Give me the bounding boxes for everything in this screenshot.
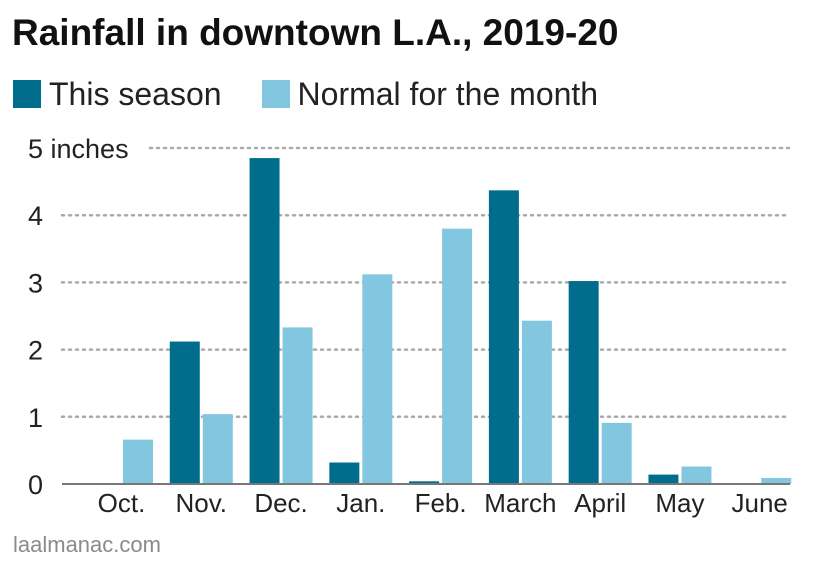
y-tick-label-0: 0 bbox=[28, 470, 43, 500]
chart-legend: This season Normal for the month bbox=[13, 74, 638, 114]
y-tick-label-2: 2 bbox=[28, 336, 43, 366]
bar-this-season-7 bbox=[648, 474, 679, 484]
chart-title: Rainfall in downtown L.A., 2019-20 bbox=[12, 12, 619, 53]
legend-swatch-this-season bbox=[13, 80, 41, 108]
bar-normal-6 bbox=[601, 422, 632, 484]
y-tick-label-1: 1 bbox=[28, 403, 43, 433]
bar-normal-8 bbox=[761, 477, 792, 484]
source-credit: laalmanac.com bbox=[13, 532, 161, 557]
bar-normal-3 bbox=[362, 274, 393, 484]
y-tick-label-3: 3 bbox=[28, 268, 43, 298]
bar-normal-7 bbox=[681, 466, 712, 484]
x-tick-label-0: Oct. bbox=[98, 488, 146, 518]
x-tick-label-2: Dec. bbox=[254, 488, 307, 518]
legend-item-normal: Normal for the month bbox=[261, 75, 599, 113]
x-tick-label-7: May bbox=[655, 488, 704, 518]
x-tick-label-3: Jan. bbox=[336, 488, 385, 518]
bar-this-season-6 bbox=[568, 281, 599, 484]
x-tick-label-8: June bbox=[732, 488, 788, 518]
y-tick-label-4: 4 bbox=[28, 201, 43, 231]
x-tick-label-5: March bbox=[484, 488, 556, 518]
bar-normal-1 bbox=[202, 414, 233, 484]
y-tick-label-5: 5 inches bbox=[28, 134, 129, 164]
legend-label-normal: Normal for the month bbox=[297, 75, 599, 112]
legend-item-this-season: This season bbox=[13, 76, 222, 113]
bar-this-season-2 bbox=[249, 158, 280, 484]
bar-normal-4 bbox=[442, 228, 473, 484]
bar-this-season-5 bbox=[488, 190, 519, 484]
legend-swatch-normal bbox=[261, 80, 290, 108]
x-tick-label-4: Feb. bbox=[415, 488, 467, 518]
bar-normal-2 bbox=[282, 327, 313, 484]
x-tick-label-1: Nov. bbox=[176, 488, 228, 518]
x-tick-label-6: April bbox=[574, 488, 626, 518]
bar-normal-5 bbox=[521, 320, 552, 484]
bar-this-season-4 bbox=[409, 481, 440, 484]
legend-label-this-season: This season bbox=[49, 75, 222, 112]
bar-normal-0 bbox=[123, 439, 153, 484]
bar-this-season-3 bbox=[329, 462, 360, 484]
bar-this-season-1 bbox=[169, 341, 200, 484]
